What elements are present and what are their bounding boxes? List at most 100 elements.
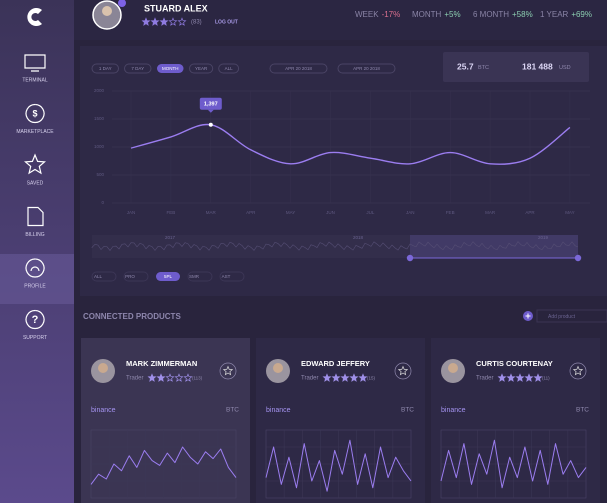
rating-star	[156, 373, 166, 382]
rating-star	[159, 17, 169, 26]
stat-value: +69%	[571, 10, 592, 19]
filter-button[interactable]	[91, 271, 117, 282]
x-tick-label: MAY	[286, 210, 295, 215]
rating-count: (83)	[191, 20, 202, 26]
range-selection	[410, 235, 578, 258]
rating-star	[141, 17, 151, 26]
filter-label[interactable]: AST	[222, 274, 231, 279]
filter-button[interactable]	[156, 272, 180, 281]
logout[interactable]: LOG OUT	[215, 19, 238, 25]
nav-icon	[25, 309, 45, 330]
range-handle[interactable]	[406, 254, 414, 262]
nav-icon-glyph: $	[32, 108, 37, 118]
period-button[interactable]	[189, 63, 214, 74]
tooltip-label: 1,397	[204, 102, 218, 108]
card-avatar-face	[448, 363, 458, 373]
nav-label[interactable]: MARKETPLACE	[16, 129, 54, 135]
filter-label[interactable]: SMR	[189, 274, 200, 279]
y-tick-label: 0	[101, 200, 104, 205]
period-label[interactable]: 1 DAY	[99, 66, 112, 71]
card-asset: BTC	[226, 407, 239, 414]
filter-label[interactable]: ALL	[94, 274, 103, 279]
favorite-star	[222, 365, 234, 376]
rating-star	[524, 373, 534, 382]
card-avatar-face	[98, 363, 108, 373]
y-tick-label: 500	[96, 172, 104, 177]
x-tick-label: FEB	[167, 210, 176, 215]
filter-label[interactable]: 5PL	[164, 274, 173, 279]
period-label[interactable]: MONTH	[162, 66, 179, 71]
tooltip	[199, 97, 222, 110]
filter-button[interactable]	[219, 271, 245, 282]
period-label[interactable]: YEAR	[195, 66, 208, 71]
nav-icon	[25, 103, 45, 124]
period-label[interactable]: 7 DAY	[131, 66, 144, 71]
favorite-button[interactable]	[569, 362, 587, 380]
nav-label[interactable]: SUPPORT	[23, 335, 47, 341]
avatar-face	[102, 6, 112, 16]
date-button[interactable]	[337, 63, 396, 74]
rating-star	[322, 373, 332, 382]
card-asset: BTC	[401, 407, 414, 414]
x-tick-label: JAN	[406, 210, 415, 215]
range-year: 2019	[538, 235, 549, 240]
balance-btc: 25.7	[457, 61, 474, 71]
filter-button[interactable]	[187, 271, 213, 282]
x-tick-label: JUN	[326, 210, 335, 215]
sparkline	[265, 439, 412, 492]
period-button[interactable]	[157, 64, 184, 73]
card-exchange: binance	[266, 407, 291, 414]
stat-label: MONTH	[412, 10, 442, 19]
x-tick-label: JUL	[366, 210, 374, 215]
date-button[interactable]	[269, 63, 328, 74]
add-field[interactable]	[536, 309, 607, 323]
header	[74, 0, 607, 40]
rating-star	[183, 373, 193, 382]
period-button[interactable]	[218, 63, 240, 74]
logo	[27, 8, 42, 26]
rating-star	[331, 373, 341, 382]
nav-label[interactable]: TERMINAL	[22, 77, 48, 83]
balance-box	[443, 52, 589, 82]
period-button[interactable]	[124, 63, 152, 74]
favorite-button[interactable]	[394, 362, 412, 380]
nav-label[interactable]: PROFILE	[24, 283, 46, 289]
x-tick-label: APR	[246, 210, 256, 215]
favorite-button[interactable]	[219, 362, 237, 380]
filter-label[interactable]: PRO	[125, 274, 135, 279]
period-button[interactable]	[91, 63, 119, 74]
favorite-star	[397, 365, 409, 376]
nav-label[interactable]: BILLING	[25, 232, 44, 238]
range-handle[interactable]	[574, 254, 582, 262]
card-role: Trader	[126, 376, 143, 382]
card-avatar-face	[273, 363, 283, 373]
line-series	[130, 123, 571, 165]
point-marker	[208, 122, 213, 127]
rating-star	[147, 373, 157, 382]
tooltip-arrow	[207, 109, 214, 113]
card-role: Trader	[476, 376, 493, 382]
favorite-star	[572, 365, 584, 376]
sparkline	[90, 446, 237, 485]
range-year: 2018	[353, 235, 364, 240]
rating-star	[150, 17, 160, 26]
card-name: EDWARD JEFFERY	[301, 359, 370, 368]
card-count: (11)	[542, 376, 550, 381]
stat-label: 1 YEAR	[540, 10, 569, 19]
rating-star	[349, 373, 359, 382]
card-exchange: binance	[441, 407, 466, 414]
nav-label[interactable]: SAVED	[27, 180, 44, 186]
rating-star	[177, 17, 187, 26]
nav-icon	[24, 153, 46, 175]
x-tick-label: MAY	[565, 210, 574, 215]
x-tick-label: APR	[525, 210, 535, 215]
date-label[interactable]: APR 20 2018	[285, 66, 312, 71]
filter-button[interactable]	[123, 271, 149, 282]
stat-label: WEEK	[355, 10, 379, 19]
date-label[interactable]: APR 20 2018	[353, 66, 380, 71]
x-tick-label: MAR	[485, 210, 496, 215]
period-label[interactable]: ALL	[225, 66, 234, 71]
nav-icon	[27, 206, 44, 227]
stat-value: +58%	[512, 10, 533, 19]
